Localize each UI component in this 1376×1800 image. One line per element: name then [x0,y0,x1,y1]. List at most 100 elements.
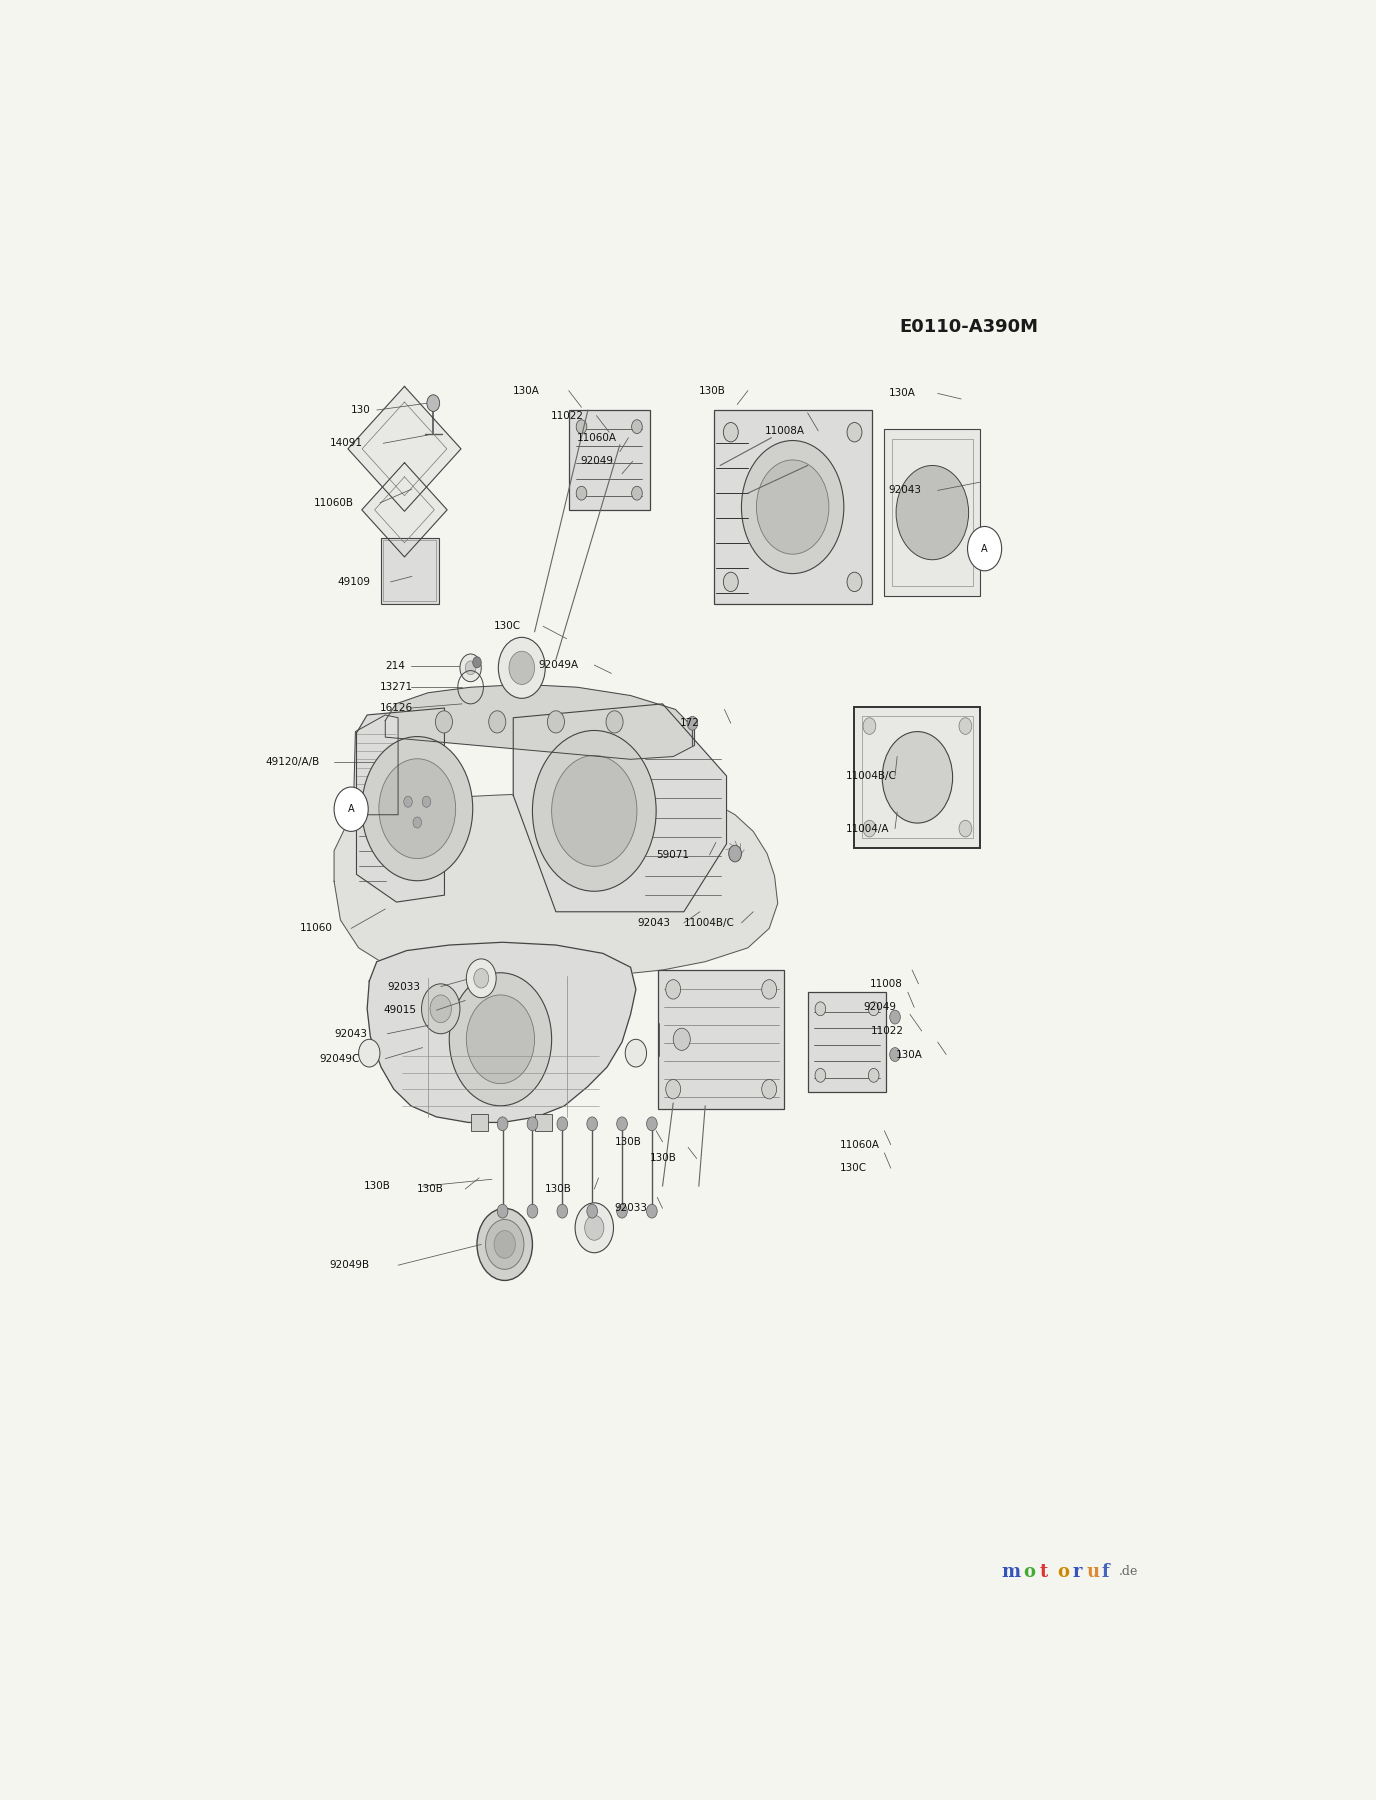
Polygon shape [362,463,447,556]
Bar [471,1114,487,1130]
Text: 92049C: 92049C [319,1053,359,1064]
Text: 92049: 92049 [581,457,614,466]
Circle shape [882,731,952,823]
Text: 92033: 92033 [615,1204,648,1213]
Circle shape [863,718,877,734]
Circle shape [890,1048,900,1062]
Circle shape [527,1116,538,1130]
Text: 11008: 11008 [870,979,903,988]
Circle shape [757,461,828,554]
Circle shape [848,423,861,443]
Text: 11060: 11060 [300,923,333,934]
Text: 49109: 49109 [337,578,370,587]
Circle shape [762,979,776,999]
Circle shape [673,1028,691,1051]
Circle shape [666,1080,681,1098]
Text: 214: 214 [385,661,405,671]
Circle shape [724,423,739,443]
Circle shape [815,1069,826,1082]
Circle shape [378,760,455,859]
Bar [885,430,980,596]
Circle shape [465,661,476,675]
Bar [808,992,886,1093]
Circle shape [359,1039,380,1067]
Circle shape [497,1116,508,1130]
Bar [861,716,973,839]
Bar [892,439,973,587]
Polygon shape [334,788,777,979]
Text: 92043: 92043 [889,486,922,495]
Circle shape [435,711,453,733]
Circle shape [616,1204,627,1219]
Circle shape [427,394,440,412]
Circle shape [647,1204,658,1219]
Text: .de: .de [1119,1564,1138,1579]
Circle shape [577,486,586,500]
Circle shape [494,1231,516,1258]
Bar [381,538,439,605]
Text: 130B: 130B [363,1181,391,1192]
Circle shape [509,652,534,684]
Text: 59071: 59071 [656,850,689,860]
Text: 11060B: 11060B [314,499,354,508]
Circle shape [586,1204,597,1219]
Text: 11060A: 11060A [578,432,618,443]
Circle shape [890,1010,900,1024]
Circle shape [632,486,643,500]
Circle shape [959,821,971,837]
Text: 130B: 130B [649,1154,677,1163]
Circle shape [533,731,656,891]
Circle shape [466,959,497,997]
Text: 11004/A: 11004/A [846,824,889,833]
Circle shape [488,711,506,733]
Circle shape [575,1202,614,1253]
Circle shape [362,736,473,880]
Text: 11008A: 11008A [765,427,805,436]
Circle shape [959,718,971,734]
Text: 130B: 130B [699,385,725,396]
Polygon shape [513,704,727,913]
Text: 92043: 92043 [334,1030,367,1039]
Circle shape [403,796,413,806]
Circle shape [724,572,739,592]
Circle shape [466,995,534,1084]
Polygon shape [354,715,398,815]
Circle shape [625,1039,647,1067]
Circle shape [577,419,586,434]
Circle shape [632,419,643,434]
Text: 11004B/C: 11004B/C [846,770,897,781]
Text: 92049A: 92049A [539,661,579,670]
Polygon shape [348,387,461,511]
Text: o: o [1022,1562,1035,1580]
Circle shape [762,1080,776,1098]
Circle shape [848,572,861,592]
Circle shape [552,756,637,866]
Circle shape [868,1003,879,1015]
Circle shape [421,985,460,1033]
Circle shape [729,846,742,862]
Circle shape [460,653,482,682]
Bar [854,707,980,848]
Circle shape [742,441,843,574]
Text: A: A [981,544,988,554]
Bar [383,540,436,601]
Circle shape [647,1116,658,1130]
Circle shape [815,1003,826,1015]
Circle shape [497,1204,508,1219]
Circle shape [585,1215,604,1240]
Text: 49015: 49015 [383,1004,416,1015]
Text: 14091: 14091 [330,439,363,448]
Text: 130B: 130B [545,1184,572,1193]
Text: t: t [1040,1562,1049,1580]
Polygon shape [367,941,636,1123]
Circle shape [868,1069,879,1082]
Circle shape [527,1204,538,1219]
Circle shape [616,1116,627,1130]
Text: f: f [1102,1562,1109,1580]
Circle shape [666,979,681,999]
Text: o: o [1057,1562,1069,1580]
Text: 130A: 130A [889,389,915,398]
Bar [534,1114,552,1130]
Text: r: r [1072,1562,1082,1580]
Circle shape [498,637,545,698]
